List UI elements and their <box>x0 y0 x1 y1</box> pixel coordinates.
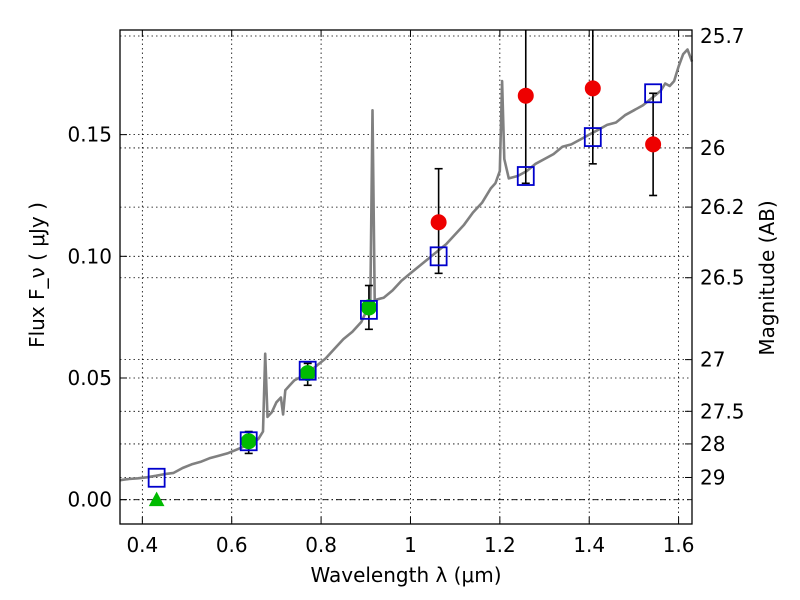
y-axis-right-label: Magnitude (AB) <box>755 200 779 355</box>
y-tick-label: 0.10 <box>67 244 112 268</box>
observed-point <box>299 365 316 382</box>
observed-points <box>148 80 662 507</box>
mag-tick-label: 29 <box>700 465 725 489</box>
axis-ticks <box>120 30 692 524</box>
model-point <box>429 246 448 267</box>
observed-point <box>240 433 257 450</box>
x-tick-label: 1 <box>404 533 417 557</box>
observed-point <box>645 136 662 153</box>
sed-spectrum <box>119 48 694 482</box>
sed-curve <box>119 48 694 482</box>
mag-tick-label: 27 <box>700 348 725 372</box>
observed-point <box>517 87 534 104</box>
mag-tick-label: 27.5 <box>700 399 745 423</box>
x-tick-label: 1.2 <box>484 533 516 557</box>
model-point <box>298 360 317 381</box>
x-axis-label: Wavelength λ (μm) <box>310 563 501 587</box>
y-axis-label: Flux F_ν ( μJy ) <box>25 202 49 348</box>
model-point <box>239 431 258 452</box>
y-tick-label: 0.05 <box>67 366 112 390</box>
mag-tick-label: 26.5 <box>700 266 745 290</box>
x-tick-label: 0.8 <box>305 533 337 557</box>
model-point <box>147 467 166 488</box>
plot-frame <box>119 29 693 525</box>
tick-labels: 0.4 0.6 0.8 1 1.2 1.4 1.6 0.00 0.05 0.10 0.15 25.7 2… <box>67 24 744 557</box>
model-point <box>360 299 378 320</box>
model-points <box>147 83 663 488</box>
x-tick-label: 1.4 <box>573 533 605 557</box>
observed-point-triangle <box>148 491 165 507</box>
mag-tick-label: 25.7 <box>700 24 745 48</box>
y-tick-label: 0.15 <box>67 123 112 147</box>
x-tick-label: 0.6 <box>216 533 248 557</box>
observed-point <box>360 299 377 316</box>
y-tick-label: 0.00 <box>67 488 112 512</box>
mag-tick-label: 26.2 <box>700 195 745 219</box>
model-point <box>516 166 535 186</box>
mag-tick-label: 28 <box>700 432 725 456</box>
observed-point <box>430 214 447 231</box>
mag-tick-label: 26 <box>700 136 725 160</box>
model-point <box>583 127 602 147</box>
observed-point <box>584 80 601 97</box>
model-point <box>644 83 663 104</box>
x-tick-label: 1.6 <box>663 533 695 557</box>
x-tick-label: 0.4 <box>126 533 158 557</box>
